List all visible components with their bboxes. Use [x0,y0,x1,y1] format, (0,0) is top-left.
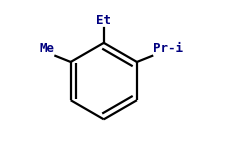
Text: Pr-i: Pr-i [153,42,183,55]
Text: Et: Et [96,14,111,27]
Text: Me: Me [40,42,55,55]
